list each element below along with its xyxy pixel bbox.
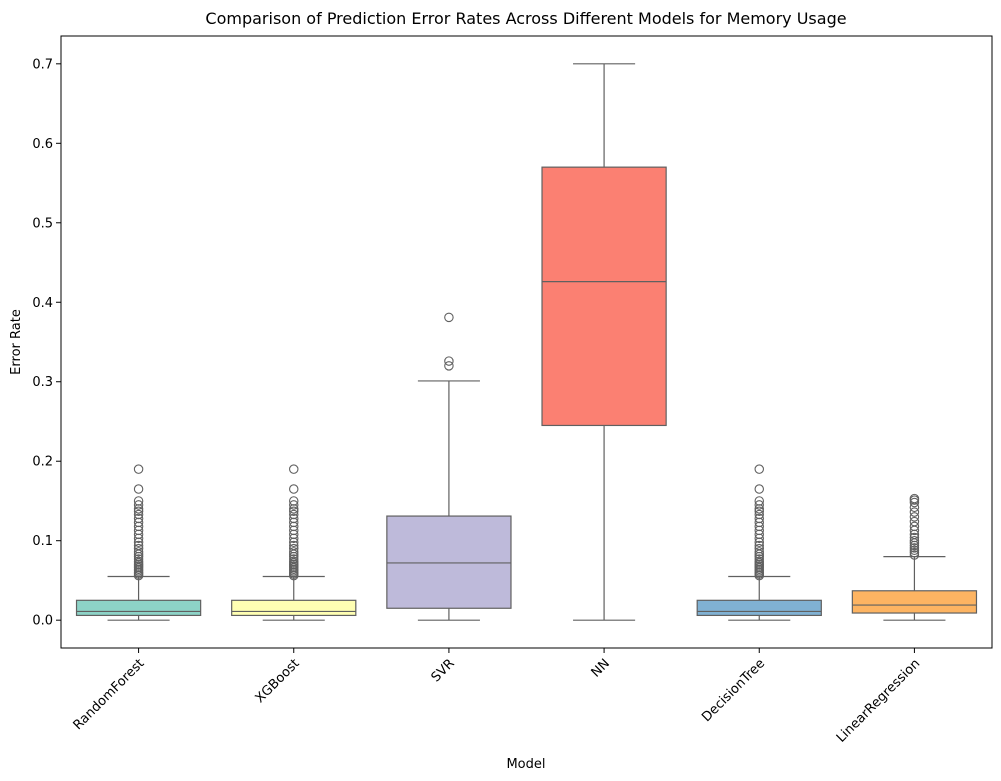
outlier-point bbox=[133, 540, 144, 551]
outlier-point bbox=[133, 484, 144, 494]
y-tick-label: 0.5 bbox=[32, 216, 53, 231]
iqr-box bbox=[851, 590, 978, 614]
x-tick-label: SVR bbox=[429, 656, 458, 685]
outlier-point bbox=[288, 554, 299, 564]
y-tick-label: 0.7 bbox=[32, 57, 53, 72]
outlier-point bbox=[288, 484, 299, 494]
outlier-point bbox=[909, 521, 920, 532]
outlier-point bbox=[133, 506, 144, 517]
outlier-point bbox=[754, 547, 764, 557]
outlier-point bbox=[754, 506, 764, 517]
plot-area: 0.0 0.1 0.2 0.3 0.4 0.5 0.6 0.7 RandomForest XGBo… bbox=[32, 35, 993, 746]
x-tick-label: NN bbox=[589, 656, 613, 680]
outlier-point bbox=[754, 509, 764, 520]
iqr-box bbox=[231, 599, 357, 617]
iqr-box bbox=[75, 599, 202, 617]
y-tick-label: 0.3 bbox=[32, 375, 53, 390]
outlier-point bbox=[909, 493, 920, 504]
outlier-point bbox=[754, 540, 764, 551]
outlier-point bbox=[133, 547, 144, 557]
outlier-point bbox=[754, 484, 764, 494]
outlier-point bbox=[444, 312, 454, 323]
outlier-point bbox=[754, 513, 764, 524]
outlier-point bbox=[754, 496, 764, 506]
box-xgboost bbox=[231, 464, 357, 621]
x-tick-label: LinearRegression bbox=[834, 656, 923, 745]
y-tick-label: 0.6 bbox=[32, 137, 53, 152]
outlier-point bbox=[909, 507, 920, 517]
outlier-point bbox=[288, 543, 299, 554]
y-axis-label: Error Rate bbox=[9, 309, 24, 375]
outlier-point bbox=[754, 543, 764, 554]
outlier-point bbox=[288, 547, 299, 557]
outlier-point bbox=[133, 500, 144, 510]
x-tick-label: XGBoost bbox=[253, 656, 303, 706]
outlier-point bbox=[754, 500, 764, 510]
outlier-point bbox=[133, 496, 144, 506]
outlier-point bbox=[444, 356, 454, 366]
outlier-point bbox=[909, 543, 920, 553]
iqr-box bbox=[696, 599, 822, 617]
outlier-point bbox=[133, 543, 144, 554]
outlier-point bbox=[909, 532, 920, 543]
axes-frame bbox=[60, 35, 993, 649]
outlier-point bbox=[909, 545, 920, 555]
outlier-point bbox=[288, 513, 299, 524]
x-tick-label: RandomForest bbox=[71, 656, 148, 733]
outlier-point bbox=[288, 509, 299, 520]
y-tick-label: 0.4 bbox=[32, 296, 53, 311]
iqr-box bbox=[541, 166, 667, 427]
outlier-point bbox=[909, 535, 920, 546]
outlier-point bbox=[444, 361, 454, 371]
outlier-point bbox=[909, 547, 920, 558]
outlier-point bbox=[909, 512, 920, 522]
outlier-point bbox=[909, 516, 920, 527]
box-linearregression bbox=[851, 493, 978, 621]
chart-title: Comparison of Prediction Error Rates Acr… bbox=[205, 9, 846, 28]
iqr-box bbox=[386, 515, 512, 609]
outlier-point bbox=[288, 500, 299, 510]
outlier-point bbox=[288, 540, 299, 551]
outlier-point bbox=[754, 554, 764, 564]
outlier-point bbox=[288, 496, 299, 506]
outlier-point bbox=[288, 556, 299, 567]
box-nn bbox=[541, 63, 667, 621]
outlier-point bbox=[133, 509, 144, 520]
outlier-point bbox=[909, 497, 920, 508]
y-tick-label: 0.2 bbox=[32, 455, 53, 470]
outlier-point bbox=[754, 556, 764, 567]
outlier-point bbox=[133, 554, 144, 564]
y-tick-label: 0.0 bbox=[32, 614, 53, 629]
outlier-point bbox=[288, 464, 299, 474]
outlier-point bbox=[133, 464, 144, 474]
outlier-point bbox=[133, 513, 144, 524]
y-tick-label: 0.1 bbox=[32, 534, 53, 549]
x-axis-label: Model bbox=[506, 757, 545, 772]
outlier-point bbox=[288, 506, 299, 517]
box-decisiontree bbox=[696, 464, 822, 621]
outlier-point bbox=[133, 556, 144, 567]
box-randomforest bbox=[75, 464, 202, 621]
x-tick-label: DecisionTree bbox=[699, 656, 768, 725]
outlier-point bbox=[909, 550, 920, 560]
box-svr bbox=[386, 312, 512, 621]
outlier-point bbox=[754, 464, 764, 474]
